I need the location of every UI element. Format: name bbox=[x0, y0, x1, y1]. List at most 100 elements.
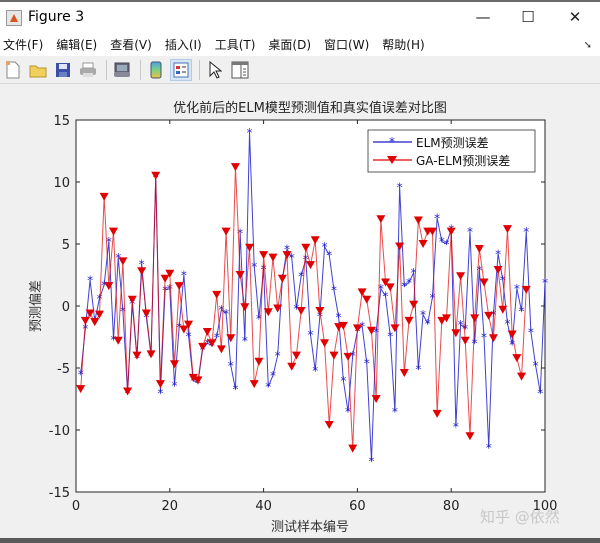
svg-text:*: * bbox=[387, 329, 393, 343]
menu-desktop[interactable]: 桌面(D) bbox=[268, 37, 312, 52]
open-file-icon[interactable] bbox=[27, 59, 49, 81]
svg-text:*: * bbox=[176, 321, 182, 335]
svg-text:*: * bbox=[162, 283, 168, 297]
svg-text:*: * bbox=[514, 282, 520, 296]
svg-text:*: * bbox=[336, 311, 342, 325]
svg-text:*: * bbox=[481, 331, 487, 345]
svg-text:*: * bbox=[261, 262, 267, 276]
svg-text:*: * bbox=[472, 337, 478, 351]
legend[interactable]: * ELM预测误差 GA-ELM预测误差 bbox=[367, 129, 536, 173]
legend-gaelm-label: GA-ELM预测误差 bbox=[416, 154, 510, 168]
toolbar-separator bbox=[199, 59, 200, 80]
y-axis-label: 预测偏差 bbox=[29, 280, 44, 332]
svg-text:*: * bbox=[444, 238, 450, 252]
expand-toolbar-icon[interactable]: ➘ bbox=[583, 40, 592, 51]
svg-text:*: * bbox=[458, 318, 464, 332]
matlab-figure-icon bbox=[6, 10, 22, 26]
svg-text:*: * bbox=[111, 333, 117, 347]
chart-title: 优化前后的ELM模型预测值和真实值误差对比图 bbox=[173, 100, 447, 116]
menu-window[interactable]: 窗口(W) bbox=[324, 37, 370, 52]
svg-text:*: * bbox=[312, 364, 318, 378]
svg-text:*: * bbox=[359, 319, 365, 333]
svg-text:*: * bbox=[322, 240, 328, 254]
svg-text:*: * bbox=[82, 322, 88, 336]
svg-text:*: * bbox=[500, 273, 506, 287]
svg-text:60: 60 bbox=[349, 499, 366, 514]
svg-text:*: * bbox=[270, 369, 276, 383]
svg-text:*: * bbox=[523, 225, 529, 239]
close-button[interactable]: ✕ bbox=[568, 8, 582, 26]
svg-text:15: 15 bbox=[53, 114, 70, 129]
figure-canvas: 0 20 40 60 80 100 -15 -10 -5 0 5 10 15 优化前后的ELM模型预测值… bbox=[0, 86, 600, 538]
pointer-icon[interactable] bbox=[204, 59, 226, 81]
maximize-button[interactable]: ☐ bbox=[521, 8, 535, 26]
svg-text:*: * bbox=[340, 374, 346, 388]
svg-text:*: * bbox=[378, 282, 384, 296]
svg-text:*: * bbox=[345, 405, 351, 419]
svg-text:20: 20 bbox=[162, 499, 179, 514]
svg-text:*: * bbox=[303, 252, 309, 266]
legend-box bbox=[367, 129, 536, 173]
asterisk-marker-icon: * bbox=[389, 135, 395, 149]
svg-text:*: * bbox=[420, 308, 426, 322]
minimize-button[interactable]: — bbox=[475, 8, 491, 26]
toolbar-separator bbox=[140, 59, 141, 80]
axis-ticks: 0 20 40 60 80 100 -15 -10 -5 0 5 10 15 bbox=[49, 114, 558, 514]
window-bottom-edge bbox=[0, 538, 600, 543]
svg-text:*: * bbox=[486, 441, 492, 455]
svg-text:*: * bbox=[96, 292, 102, 306]
svg-text:*: * bbox=[533, 359, 539, 373]
svg-text:*: * bbox=[542, 276, 548, 290]
svg-text:40: 40 bbox=[255, 499, 272, 514]
svg-text:*: * bbox=[528, 326, 534, 340]
svg-text:*: * bbox=[406, 276, 412, 290]
menu-help[interactable]: 帮助(H) bbox=[382, 37, 425, 52]
property-inspector-icon[interactable] bbox=[229, 59, 251, 81]
svg-text:*: * bbox=[308, 328, 314, 342]
svg-text:*: * bbox=[490, 308, 496, 322]
menu-edit[interactable]: 编辑(E) bbox=[56, 37, 98, 52]
svg-text:*: * bbox=[284, 242, 290, 256]
svg-text:*: * bbox=[223, 307, 229, 321]
svg-text:*: * bbox=[218, 303, 224, 317]
svg-text:*: * bbox=[214, 331, 220, 345]
new-figure-icon[interactable] bbox=[2, 59, 24, 81]
svg-text:*: * bbox=[298, 270, 304, 284]
print-icon[interactable] bbox=[77, 59, 99, 81]
menu-tools[interactable]: 工具(T) bbox=[214, 37, 256, 52]
svg-text:*: * bbox=[519, 304, 525, 318]
colorbar-icon[interactable] bbox=[145, 59, 167, 81]
svg-text:*: * bbox=[186, 329, 192, 343]
svg-text:*: * bbox=[467, 225, 473, 239]
svg-text:-15: -15 bbox=[49, 486, 70, 501]
svg-text:*: * bbox=[115, 251, 121, 265]
svg-text:*: * bbox=[265, 380, 271, 394]
svg-text:*: * bbox=[383, 290, 389, 304]
x-axis-label: 测试样本编号 bbox=[271, 520, 349, 535]
svg-text:*: * bbox=[476, 264, 482, 278]
svg-text:*: * bbox=[429, 291, 435, 305]
series-layer: ******************** ********************… bbox=[76, 126, 548, 469]
menu-view[interactable]: 查看(V) bbox=[110, 37, 152, 52]
menu-bar: 文件(F) 编辑(E) 查看(V) 插入(I) 工具(T) 桌面(D) 窗口(W… bbox=[0, 32, 600, 56]
toolbar bbox=[0, 56, 600, 84]
svg-text:*: * bbox=[495, 247, 501, 261]
svg-text:*: * bbox=[537, 386, 543, 400]
menu-insert[interactable]: 插入(I) bbox=[164, 37, 202, 52]
link-plot-icon[interactable] bbox=[111, 59, 133, 81]
legend-icon[interactable] bbox=[170, 58, 192, 81]
svg-text:*: * bbox=[411, 266, 417, 280]
svg-text:*: * bbox=[401, 280, 407, 294]
svg-text:*: * bbox=[350, 349, 356, 363]
svg-text:*: * bbox=[509, 338, 515, 352]
menu-file[interactable]: 文件(F) bbox=[3, 37, 44, 52]
svg-text:*: * bbox=[434, 211, 440, 225]
svg-text:*: * bbox=[317, 309, 323, 323]
svg-text:*: * bbox=[392, 405, 398, 419]
toolbar-separator bbox=[106, 59, 107, 80]
svg-text:*: * bbox=[157, 386, 163, 400]
save-icon[interactable] bbox=[52, 59, 74, 81]
watermark: 知乎 @依然 bbox=[480, 508, 560, 526]
svg-text:*: * bbox=[453, 420, 459, 434]
svg-text:*: * bbox=[120, 304, 126, 318]
